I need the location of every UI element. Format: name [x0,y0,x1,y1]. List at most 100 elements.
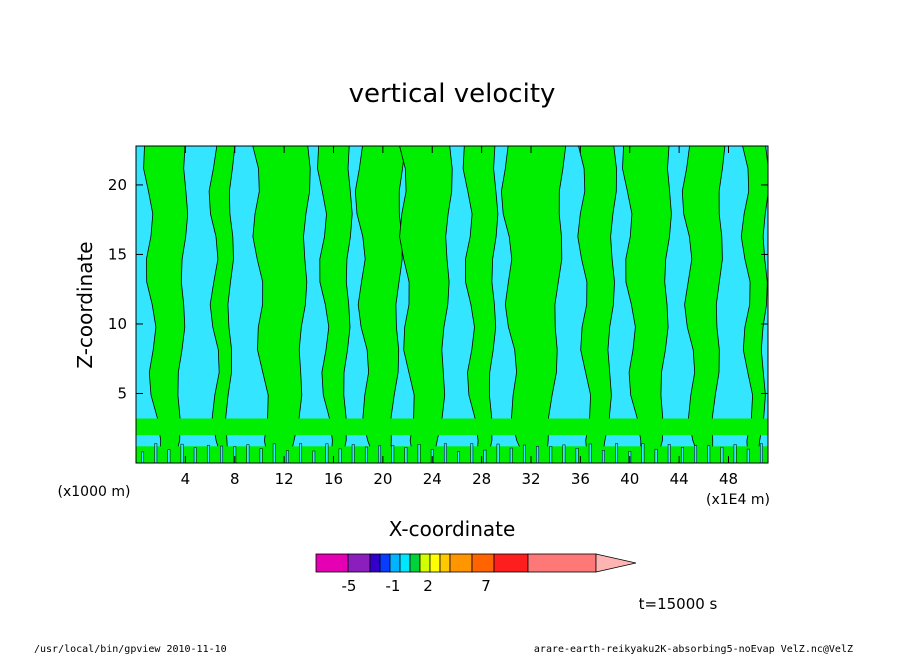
updraft-band [317,146,353,463]
x-tick-label: 12 [275,470,294,488]
downdraft-streak [654,448,658,463]
updraft-band [622,146,672,463]
downdraft-streak [694,445,698,463]
colorbar-tick-label: -5 [342,577,357,595]
colorbar-tick-label: 7 [481,577,491,595]
surface-layer-band [136,446,768,463]
downdraft-streak [457,451,461,463]
x-tick-label: 24 [423,470,442,488]
time-label: t=15000 s [639,595,718,613]
colorbar-segment [527,553,597,573]
footer-left: /usr/local/bin/gpview 2010-11-10 [34,644,227,654]
x-tick-label: 44 [670,470,689,488]
downdraft-streak [641,443,645,463]
downdraft-streak [496,443,500,463]
downdraft-streak [299,443,303,463]
downdraft-streak [167,449,171,463]
footer-right: arare-earth-reikyaku2K-absorbing5-noEvap… [534,644,853,654]
x-tick-label: 8 [230,470,240,488]
colorbar-segment [429,553,441,573]
updraft-band [143,146,189,463]
y-tick-label: 10 [108,315,127,333]
downdraft-streak [404,447,408,463]
updraft-band [740,146,768,463]
downdraft-streak [154,443,158,463]
downdraft-streak [141,451,145,463]
downdraft-streak [246,444,250,463]
colorbar-segment [369,553,381,573]
downdraft-streak [522,444,526,463]
updraft-band [354,146,406,463]
downdraft-streak [325,443,329,463]
x-tick-label: 40 [620,470,639,488]
x-tick-label: 16 [324,470,343,488]
downdraft-streak [601,450,605,463]
plot-frame [135,145,769,464]
downdraft-streak [220,445,224,463]
colorbar-segment [419,553,431,573]
plot-area [136,146,768,463]
downdraft-streak [391,445,395,463]
surface-layer-band [136,418,768,436]
updraft-band [399,146,453,463]
colorbar-segment [449,553,473,573]
downdraft-streak [549,446,553,463]
colorbar-tick-label: -1 [386,577,401,595]
colorbar-segment [471,553,495,573]
downdraft-streak [312,450,316,463]
x-tick-label: 20 [373,470,392,488]
downdraft-streak [193,447,197,463]
downdraft-streak [562,444,566,463]
colorbar-tick-label: 2 [423,577,433,595]
downdraft-streak [746,448,750,463]
colorbar-segment [389,553,401,573]
y-tick-label: 5 [117,384,127,402]
updraft-band [208,146,236,463]
colorbar-segment [409,553,421,573]
downdraft-streak [667,444,671,463]
y-axis: 5 10 15 20 [108,176,768,402]
downdraft-streak [470,443,474,463]
downdraft-streak [351,444,355,463]
downdraft-streak [364,446,368,463]
downdraft-streak [378,445,382,463]
colorbar-segment [493,553,529,573]
colorbar-segment [399,553,411,573]
colorbar-segment [315,553,349,573]
downdraft-streak [588,443,592,463]
x-tick-label: 4 [181,470,191,488]
downdraft-streak [680,447,684,463]
updraft-band [577,146,617,463]
downdraft-streak [180,443,184,463]
downdraft-streak [483,449,487,463]
plot-background [136,146,768,463]
downdraft-streak [615,443,619,463]
downdraft-streak [338,448,342,463]
downdraft-streak [259,448,263,463]
x-tick-label: 36 [571,470,590,488]
colorbar-segment [347,553,371,573]
updraft-band [681,146,726,463]
colorbar-ticks: -5 -1 2 7 [342,577,491,595]
updraft-band [252,146,311,463]
downdraft-streak [233,446,237,463]
colorbar-segment [379,553,391,573]
downdraft-streak [509,447,513,463]
x-tick-label: 32 [521,470,540,488]
y-axis-label: Z-coordinate [73,241,97,368]
x-scale-note: (x1E4 m) [706,492,770,508]
downdraft-streak [443,443,447,463]
downdraft-streak [707,445,711,463]
downdraft-streak [720,446,724,463]
chart-title: vertical velocity [349,79,556,109]
colorbar-overflow-arrow [595,553,637,573]
x-unit-note: (x1000 m) [58,484,131,500]
downdraft-streak [285,450,289,463]
downdraft-streak [272,443,276,463]
downdraft-streak [759,443,763,463]
y-tick-label: 15 [108,245,127,263]
x-axis: 4 8 12 16 20 24 28 32 36 40 44 48 [181,146,738,488]
downdraft-streak [206,444,210,463]
downdraft-streak [733,444,737,463]
